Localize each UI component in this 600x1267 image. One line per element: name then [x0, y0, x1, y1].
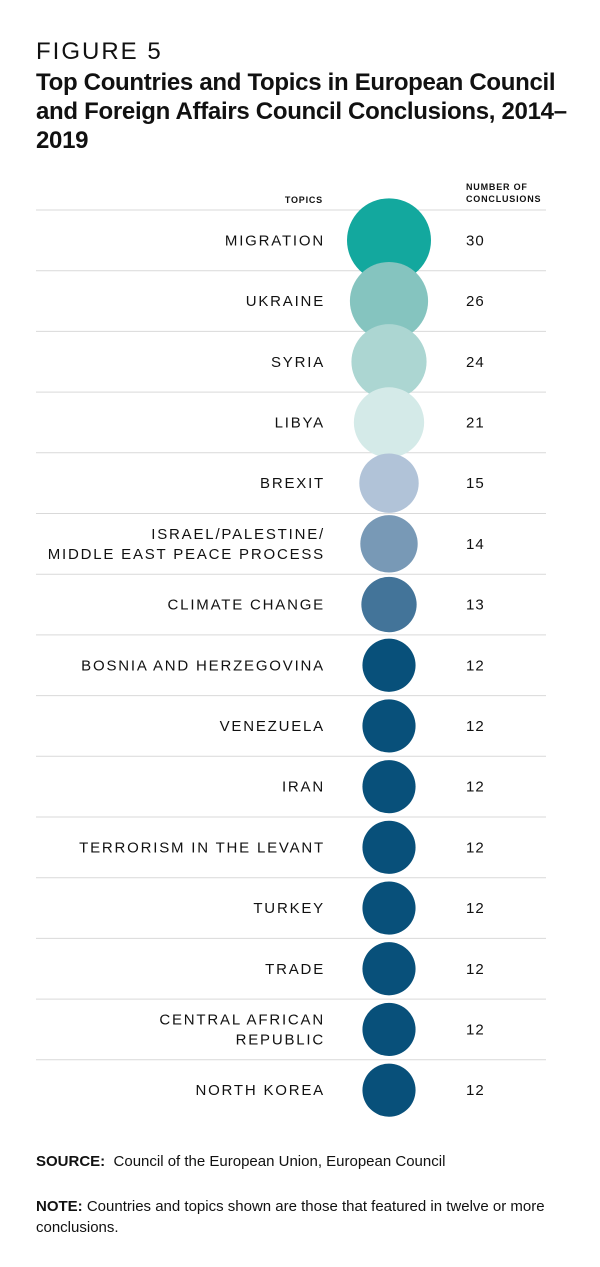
bubble: [347, 198, 431, 283]
note-label: NOTE:: [36, 1198, 83, 1215]
topic-label: TURKEY: [253, 900, 325, 917]
value-label: 12: [466, 1021, 485, 1038]
value-label: 12: [466, 839, 485, 856]
value-label: 13: [466, 597, 485, 614]
bubble: [360, 515, 418, 573]
value-label: 12: [466, 1082, 485, 1099]
value-label: 15: [466, 475, 485, 492]
bubble: [349, 261, 429, 341]
source-label: SOURCE:: [36, 1153, 106, 1170]
value-label: 26: [466, 293, 485, 310]
source-text: Council of the European Union, European …: [113, 1153, 446, 1170]
topic-label: SYRIA: [271, 354, 325, 371]
value-label: 21: [466, 414, 485, 431]
bubble: [362, 881, 416, 935]
count-header: NUMBER OF CONCLUSIONS: [466, 182, 542, 204]
bubble: [362, 942, 416, 996]
topic-label: LIBYA: [275, 414, 325, 431]
bubble: [353, 387, 425, 458]
note-text: Countries and topics shown are those tha…: [36, 1198, 545, 1236]
topic-label: CLIMATE CHANGE: [168, 597, 325, 614]
bubble: [362, 760, 416, 814]
value-label: 12: [466, 900, 485, 917]
topic-label: NORTH KOREA: [195, 1082, 325, 1099]
topic-label: IRAN: [282, 779, 325, 796]
value-label: 12: [466, 961, 485, 978]
bubble: [351, 324, 427, 400]
topic-label: UKRAINE: [246, 293, 325, 310]
topic-label: CENTRAL AFRICAN REPUBLIC: [159, 1011, 325, 1048]
figure-label: FIGURE 5: [36, 38, 163, 65]
bubble: [362, 1002, 416, 1057]
bubble: [362, 699, 416, 753]
topic-label: TERRORISM IN THE LEVANT: [79, 839, 325, 856]
value-label: 30: [466, 232, 485, 249]
value-label: 12: [466, 657, 485, 674]
bubble: [359, 453, 419, 513]
bubble: [362, 1063, 416, 1117]
topic-label: BOSNIA AND HERZEGOVINA: [81, 657, 325, 674]
topic-label: BREXIT: [260, 475, 325, 492]
value-label: 12: [466, 718, 485, 735]
bubble: [362, 638, 416, 692]
topic-label: VENEZUELA: [220, 718, 325, 735]
topic-label: TRADE: [265, 961, 325, 978]
value-label: 24: [466, 354, 485, 371]
topics-header: TOPICS: [284, 195, 323, 205]
chart-title: Top Countries and Topics in European Cou…: [36, 69, 567, 154]
source-note: SOURCE: Council of the European Union, E…: [36, 1153, 445, 1170]
note: NOTE: Countries and topics shown are tho…: [36, 1196, 576, 1238]
value-label: 14: [466, 536, 485, 553]
topic-label: ISRAEL/PALESTINE/MIDDLE EAST PEACE PROCE…: [48, 526, 325, 563]
topic-label: MIGRATION: [225, 232, 325, 249]
bubble: [362, 820, 416, 874]
bubble: [361, 576, 417, 633]
value-label: 12: [466, 779, 485, 796]
